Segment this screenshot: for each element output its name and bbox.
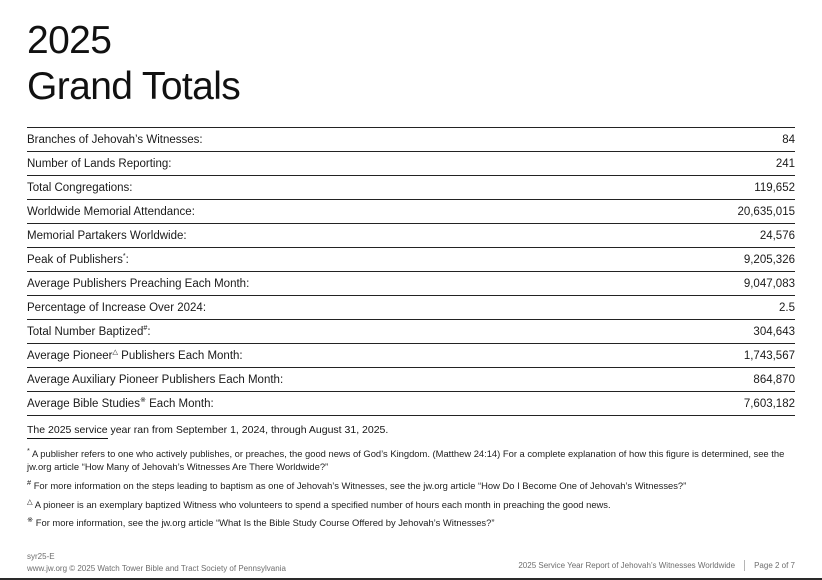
footer-right: 2025 Service Year Report of Jehovah’s Wi… (518, 560, 795, 571)
footer-copyright: www.jw.org © 2025 Watch Tower Bible and … (27, 564, 286, 573)
page-title-main: Grand Totals (27, 65, 241, 108)
stat-label: Peak of Publishers*: (27, 251, 129, 266)
stat-label: Average Bible Studies※ Each Month: (27, 395, 214, 410)
table-row: Branches of Jehovah’s Witnesses: 84 (27, 127, 795, 151)
footer-report-title: 2025 Service Year Report of Jehovah’s Wi… (518, 561, 736, 570)
footnote-marker: ※ (139, 395, 146, 404)
table-row: Number of Lands Reporting: 241 (27, 151, 795, 175)
table-row: Average Publishers Preaching Each Month:… (27, 271, 795, 295)
stat-value: 24,576 (759, 229, 795, 242)
table-row: Average Bible Studies※ Each Month: 7,603… (27, 391, 795, 415)
footnote: △ A pioneer is an exemplary baptized Wit… (27, 495, 795, 511)
service-year-text: year ran from September 1, 2024, through… (107, 424, 389, 436)
table-row: Memorial Partakers Worldwide: 24,576 (27, 223, 795, 247)
footnote: # For more information on the steps lead… (27, 476, 795, 492)
footnote-marker: # (143, 323, 148, 332)
stat-label: Number of Lands Reporting: (27, 157, 172, 170)
stat-label: Memorial Partakers Worldwide: (27, 229, 187, 242)
footer-doc-code: syr25-E (27, 552, 55, 561)
page-title: 2025 Grand Totals (27, 18, 241, 110)
page-bottom-rule (0, 578, 822, 580)
footer-page-indicator: Page 2 of 7 (754, 561, 795, 570)
footnote-text: For more information, see the jw.org art… (35, 517, 495, 529)
stat-label: Average Pioneer△ Publishers Each Month: (27, 347, 243, 362)
stat-label: Average Publishers Preaching Each Month: (27, 277, 250, 290)
service-year-dateline: The 2025 service year ran from September… (27, 424, 795, 439)
footnote: * A publisher refers to one who actively… (27, 444, 795, 473)
stat-value: 9,047,083 (743, 277, 795, 290)
stat-label: Average Auxiliary Pioneer Publishers Eac… (27, 373, 284, 386)
stat-value: 1,743,567 (743, 349, 795, 362)
footer-divider (744, 560, 746, 571)
table-row: Peak of Publishers*: 9,205,326 (27, 247, 795, 271)
stat-label: Branches of Jehovah’s Witnesses: (27, 133, 203, 146)
table-row: Total Congregations: 119,652 (27, 175, 795, 199)
footer-left: syr25-E www.jw.org © 2025 Watch Tower Bi… (27, 551, 286, 575)
stat-value: 119,652 (754, 181, 795, 194)
stat-value: 84 (782, 133, 795, 146)
stats-table: Branches of Jehovah’s Witnesses: 84 Numb… (27, 127, 795, 416)
footnote-marker: * (27, 446, 30, 455)
footnotes-section: * A publisher refers to one who actively… (27, 444, 795, 532)
footnote-text: A publisher refers to one who actively p… (27, 447, 785, 473)
stat-label: Total Congregations: (27, 181, 133, 194)
stat-value: 864,870 (753, 373, 795, 386)
footnote-marker: ※ (27, 515, 34, 525)
stat-value: 9,205,326 (743, 253, 795, 266)
stat-value: 2.5 (779, 301, 795, 314)
stat-value: 20,635,015 (737, 205, 795, 218)
stat-label: Percentage of Increase Over 2024: (27, 301, 207, 314)
footnote: ※ For more information, see the jw.org a… (27, 513, 795, 529)
footnote-text: A pioneer is an exemplary baptized Witne… (34, 498, 611, 510)
footnote-marker: △ (112, 347, 118, 356)
table-row: Total Number Baptized#: 304,643 (27, 319, 795, 343)
service-year-link[interactable]: The 2025 service (27, 424, 108, 439)
page-title-year: 2025 (27, 19, 112, 62)
footnote-marker: # (27, 477, 32, 487)
stat-label: Total Number Baptized#: (27, 323, 151, 338)
table-row: Percentage of Increase Over 2024: 2.5 (27, 295, 795, 319)
stat-value: 304,643 (753, 325, 795, 338)
stat-value: 241 (775, 157, 795, 170)
table-row: Worldwide Memorial Attendance: 20,635,01… (27, 199, 795, 223)
table-row: Average Auxiliary Pioneer Publishers Eac… (27, 367, 795, 391)
stat-value: 7,603,182 (743, 397, 795, 410)
table-row: Average Pioneer△ Publishers Each Month: … (27, 343, 795, 367)
footnote-text: For more information on the steps leadin… (33, 479, 687, 491)
footnote-marker: △ (27, 496, 33, 506)
stat-label: Worldwide Memorial Attendance: (27, 205, 195, 218)
footnote-marker: * (122, 251, 126, 260)
